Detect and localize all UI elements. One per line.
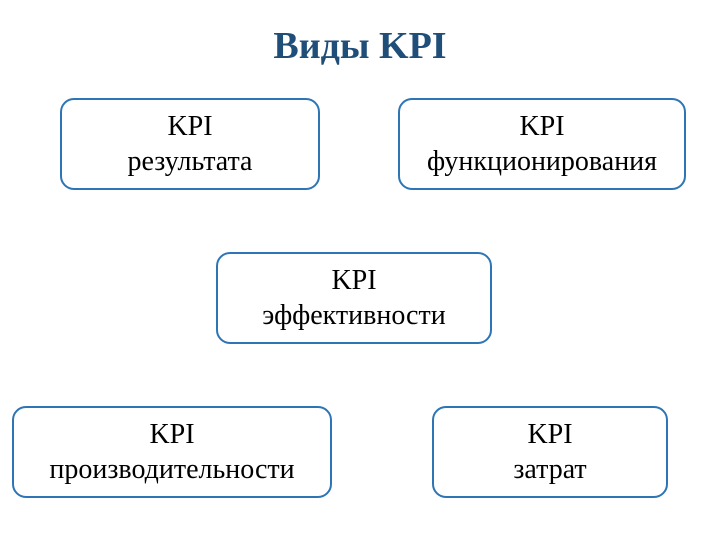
box-functioning-line2: функционирования [427, 144, 657, 179]
box-productivity-line1: KPI [149, 417, 194, 452]
box-result-line1: KPI [167, 109, 212, 144]
box-efficiency: KPI эффективности [216, 252, 492, 344]
box-functioning: KPI функционирования [398, 98, 686, 190]
box-costs-line1: KPI [527, 417, 572, 452]
box-productivity: KPI производительности [12, 406, 332, 498]
box-result-line2: результата [128, 144, 253, 179]
box-costs-line2: затрат [513, 452, 586, 487]
box-efficiency-line2: эффективности [262, 298, 445, 333]
box-result: KPI результата [60, 98, 320, 190]
box-costs: KPI затрат [432, 406, 668, 498]
box-efficiency-line1: KPI [331, 263, 376, 298]
box-functioning-line1: KPI [519, 109, 564, 144]
box-productivity-line2: производительности [49, 452, 294, 487]
page-title: Виды KPI [0, 24, 720, 68]
